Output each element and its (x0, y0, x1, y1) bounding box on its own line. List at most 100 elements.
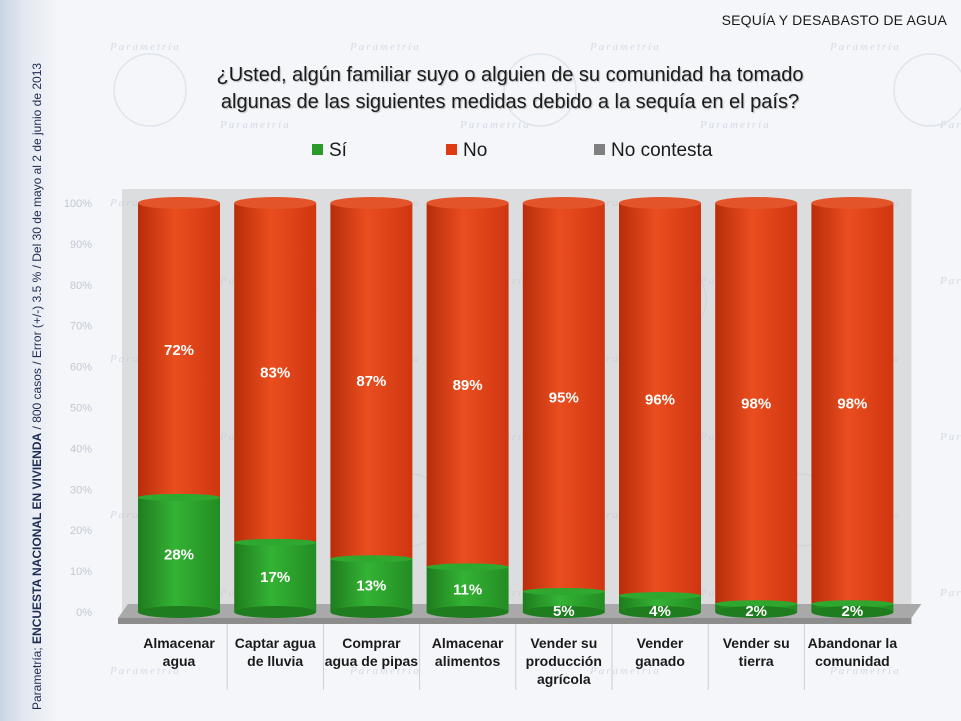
x-category-label: Vender su (723, 635, 790, 651)
y-tick-label: 60% (70, 362, 92, 374)
watermark-text: Parametría (939, 587, 961, 599)
bar-bottom-cap (619, 606, 701, 618)
bar-segment-si (234, 542, 317, 612)
bar-segment-si (330, 558, 413, 612)
legend-item-no-contesta: No contesta (594, 140, 712, 162)
watermark-text: Parametría (219, 119, 291, 131)
watermark-text: Parametría (109, 665, 181, 677)
bar-bottom-cap (522, 606, 605, 618)
y-tick-label: 70% (70, 321, 92, 333)
watermark-text: Parametría (109, 41, 181, 53)
watermark-text: Parametría (699, 119, 771, 131)
bar-segment-no (811, 203, 894, 604)
left-decorative-strip (0, 0, 56, 721)
x-category-label: Almacenar (143, 635, 215, 651)
legend-item-si: Sí (312, 140, 347, 162)
bar-bottom-cap (426, 606, 509, 618)
data-label-no: 72% (164, 342, 194, 359)
x-category-label: Vender (637, 635, 684, 651)
y-tick-label: 80% (70, 280, 92, 292)
x-category-label: Almacenar (432, 635, 504, 651)
x-category-label: de lluvia (247, 653, 303, 669)
section-label: SEQUÍA Y DESABASTO DE AGUA (721, 12, 947, 28)
watermark-text: Parametría (589, 41, 661, 53)
watermark-text: Parametría (939, 275, 961, 287)
bar-top-cap (811, 197, 894, 209)
bar-segment-seam (522, 587, 605, 596)
data-label-si: 17% (260, 569, 290, 586)
x-category-label: comunidad (815, 653, 890, 669)
bar-segment-no (234, 203, 317, 543)
bar-segment-seam (138, 493, 220, 502)
bar-segment-seam (330, 555, 413, 563)
y-tick-label: 90% (70, 239, 92, 251)
bar-top-cap (715, 197, 798, 209)
bar-segment-seam (715, 600, 798, 608)
x-category-label: Captar agua (235, 635, 316, 651)
x-category-label: Abandonar la (808, 635, 898, 651)
data-label-si: 4% (649, 603, 671, 620)
data-label-no: 89% (453, 377, 483, 394)
x-category-label: agrícola (537, 671, 591, 687)
data-label-si: 11% (453, 582, 482, 599)
bar-segment-seam (426, 563, 509, 571)
bar-bottom-cap (811, 606, 894, 618)
bar-segment-si (426, 567, 509, 612)
bar-segment-no (619, 203, 701, 596)
data-label-no: 98% (741, 395, 771, 412)
watermark-text: Parametría (829, 41, 901, 53)
bar-bottom-cap (234, 606, 317, 618)
legend-label-no-contesta: No contesta (611, 140, 713, 161)
bar-segment-seam (619, 592, 701, 600)
bar-top-cap (330, 197, 413, 209)
data-label-si: 28% (164, 547, 194, 564)
data-label-no: 96% (645, 391, 675, 408)
x-category-label: agua (163, 653, 196, 669)
data-label-no: 95% (549, 389, 579, 406)
watermark-circle (893, 53, 961, 127)
x-category-label: Comprar (342, 635, 401, 651)
x-category-label: alimentos (435, 653, 501, 669)
watermark-text: Parametría (829, 665, 901, 677)
bar-segment-no (715, 203, 798, 604)
y-tick-label: 10% (70, 566, 92, 578)
data-label-si: 5% (553, 603, 575, 620)
bar-segment-no (522, 203, 605, 592)
watermark-text: Parametría (349, 665, 421, 677)
bar-segment-no (138, 203, 220, 498)
watermark-circle (113, 53, 187, 127)
legend-swatch-no-contesta (594, 144, 605, 155)
data-label-si: 2% (842, 603, 864, 620)
watermark-text: Parametría (939, 431, 961, 443)
chart-floor-edge (118, 618, 912, 624)
y-tick-label: 40% (70, 443, 92, 455)
chart-title: ¿Usted, algún familiar suyo o alguien de… (216, 64, 804, 113)
bar-top-cap (138, 197, 220, 209)
legend-swatch-si (312, 144, 323, 155)
y-tick-label: 50% (70, 403, 92, 415)
watermark-circle (503, 53, 577, 127)
bar-top-cap (522, 197, 605, 209)
x-category-label: producción (526, 653, 602, 669)
legend-label-no: No (463, 140, 488, 161)
bar-segment-seam (234, 538, 317, 547)
data-label-si: 13% (356, 577, 386, 594)
x-category-label: ganado (635, 653, 685, 669)
x-category-label: Vender su (530, 635, 597, 651)
watermark-text: Parametría (459, 119, 531, 131)
bar-bottom-cap (330, 606, 413, 618)
bar-segment-no (426, 203, 509, 568)
bar-segment-si (138, 497, 220, 612)
bar-top-cap (619, 197, 701, 209)
watermark-text: Parametría (939, 119, 961, 131)
y-tick-label: 20% (70, 525, 92, 537)
data-label-no: 98% (837, 395, 867, 412)
data-label-si: 2% (745, 603, 767, 620)
y-tick-label: 30% (70, 484, 92, 496)
x-category-label: tierra (739, 653, 774, 669)
data-label-no: 87% (356, 373, 386, 390)
y-tick-label: 100% (64, 198, 92, 210)
data-label-no: 83% (260, 365, 290, 382)
chart-legend: Sí No No contesta (312, 140, 792, 162)
